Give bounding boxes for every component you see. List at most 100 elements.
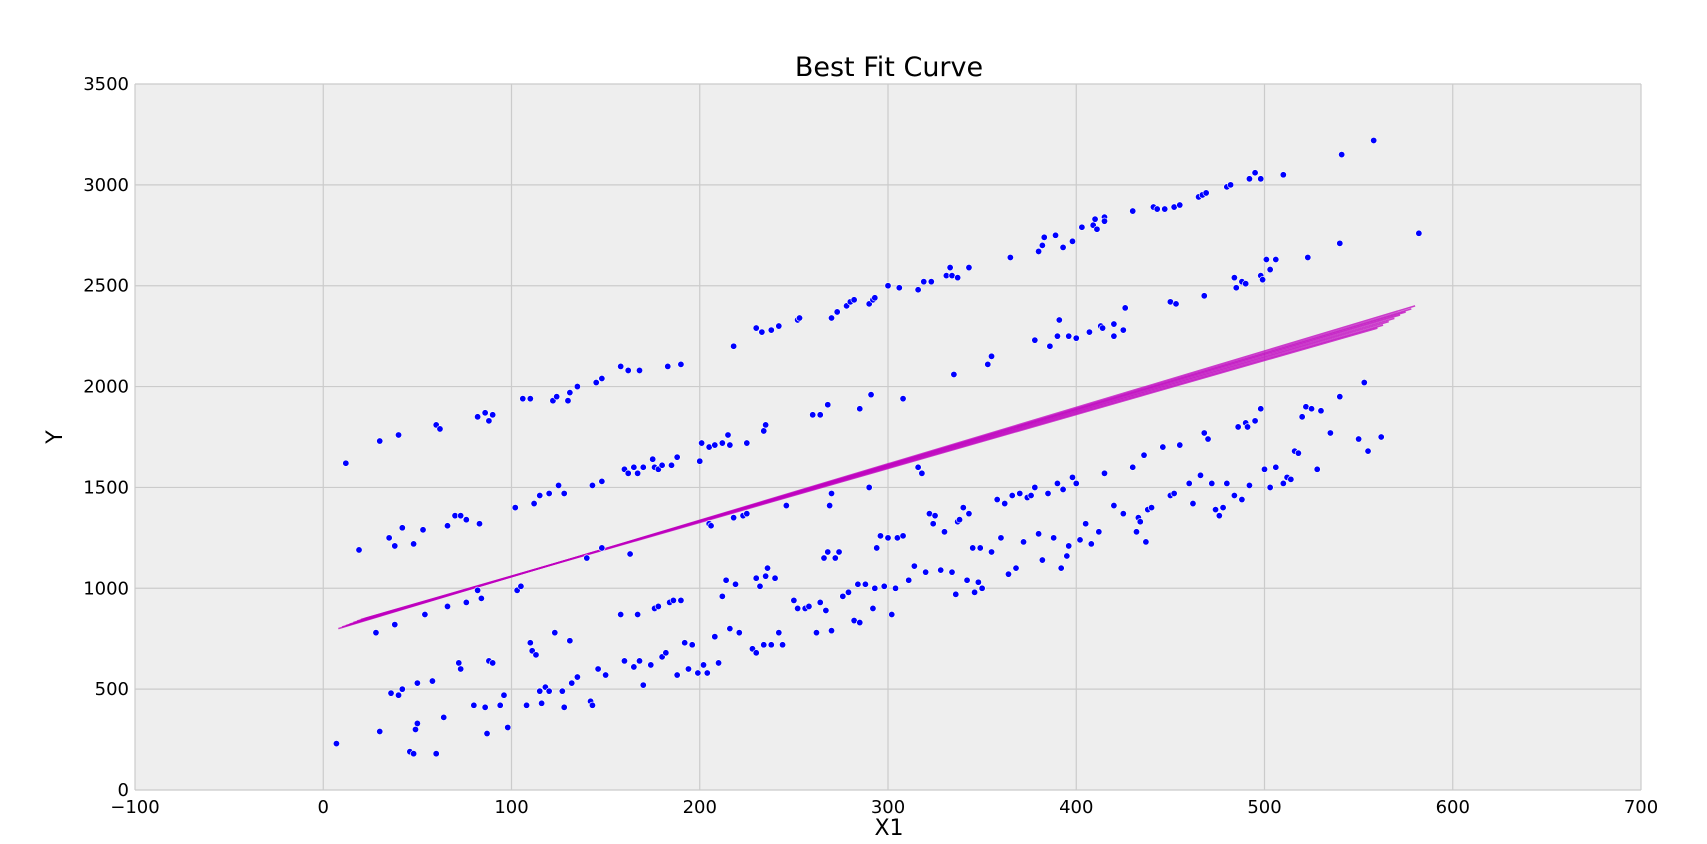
data-point xyxy=(602,671,610,679)
data-point xyxy=(1046,342,1054,350)
data-point xyxy=(443,522,451,530)
x-tick-label: 100 xyxy=(494,797,528,818)
data-point xyxy=(1259,276,1267,284)
data-point xyxy=(1208,479,1216,487)
x-tick-label: 700 xyxy=(1624,797,1658,818)
data-point xyxy=(914,286,922,294)
data-point xyxy=(573,383,581,391)
data-point xyxy=(743,439,751,447)
data-point xyxy=(617,362,625,370)
data-point xyxy=(1038,556,1046,564)
data-point xyxy=(1189,500,1197,508)
data-point xyxy=(620,657,628,665)
data-point xyxy=(1136,518,1144,526)
data-point xyxy=(1176,201,1184,209)
data-point xyxy=(954,274,962,282)
data-point xyxy=(564,397,572,405)
data-point xyxy=(598,477,606,485)
data-point xyxy=(560,489,568,497)
data-point xyxy=(905,576,913,584)
data-point xyxy=(1068,237,1076,245)
data-point xyxy=(743,510,751,518)
data-point xyxy=(1100,217,1108,225)
data-point xyxy=(421,611,429,619)
y-tick-label: 1500 xyxy=(83,477,129,498)
data-point xyxy=(965,264,973,272)
data-point xyxy=(504,723,512,731)
data-point xyxy=(899,532,907,540)
data-point xyxy=(771,574,779,582)
data-point xyxy=(1242,280,1250,288)
data-point xyxy=(726,441,734,449)
data-point xyxy=(711,441,719,449)
data-point xyxy=(391,621,399,629)
data-point xyxy=(732,580,740,588)
data-point xyxy=(956,516,964,524)
data-point xyxy=(566,637,574,645)
data-point xyxy=(722,576,730,584)
data-point xyxy=(1238,496,1246,504)
data-point xyxy=(1110,332,1118,340)
data-point xyxy=(869,604,877,612)
data-point xyxy=(385,534,393,542)
data-point xyxy=(1119,510,1127,518)
data-point xyxy=(1287,475,1295,483)
data-point xyxy=(850,296,858,304)
data-point xyxy=(1006,253,1014,261)
data-point xyxy=(835,548,843,556)
data-point xyxy=(376,437,384,445)
data-point xyxy=(634,611,642,619)
data-point xyxy=(884,534,892,542)
data-point xyxy=(555,481,563,489)
data-point xyxy=(927,278,935,286)
data-point xyxy=(809,411,817,419)
data-point xyxy=(922,568,930,576)
data-point xyxy=(779,641,787,649)
data-point xyxy=(1261,465,1269,473)
y-tick-label: 0 xyxy=(118,780,129,801)
data-point xyxy=(654,602,662,610)
data-point xyxy=(1004,570,1012,578)
y-tick-labels: 0 500 1000 1500 2000 2500 3000 3500 xyxy=(83,74,129,801)
data-point xyxy=(440,713,448,721)
data-point xyxy=(880,582,888,590)
data-point xyxy=(1245,175,1253,183)
data-point xyxy=(594,665,602,673)
data-points-group xyxy=(332,136,1423,758)
data-point xyxy=(1110,502,1118,510)
data-point xyxy=(694,669,702,677)
data-point xyxy=(812,629,820,637)
data-point xyxy=(876,532,884,540)
data-point xyxy=(483,730,491,738)
data-point xyxy=(1031,336,1039,344)
data-point xyxy=(470,701,478,709)
x-axis-label: X1 xyxy=(874,816,903,840)
data-point xyxy=(1038,241,1046,249)
data-point xyxy=(696,457,704,465)
data-point xyxy=(816,598,824,606)
data-point xyxy=(517,582,525,590)
data-point xyxy=(884,282,892,290)
data-point xyxy=(1044,489,1052,497)
data-point xyxy=(592,379,600,387)
data-point xyxy=(1140,451,1148,459)
data-point xyxy=(871,584,879,592)
data-point xyxy=(436,425,444,433)
data-point xyxy=(395,691,403,699)
data-point xyxy=(824,401,832,409)
data-point xyxy=(1087,540,1095,548)
data-point xyxy=(892,584,900,592)
data-point xyxy=(762,421,770,429)
data-point xyxy=(775,322,783,330)
data-point xyxy=(669,596,677,604)
data-point xyxy=(588,701,596,709)
data-point xyxy=(553,393,561,401)
data-point xyxy=(959,504,967,512)
data-point xyxy=(1008,491,1016,499)
data-point xyxy=(871,294,879,302)
data-point xyxy=(796,314,804,322)
data-point xyxy=(873,544,881,552)
data-point xyxy=(475,520,483,528)
data-point xyxy=(523,701,531,709)
